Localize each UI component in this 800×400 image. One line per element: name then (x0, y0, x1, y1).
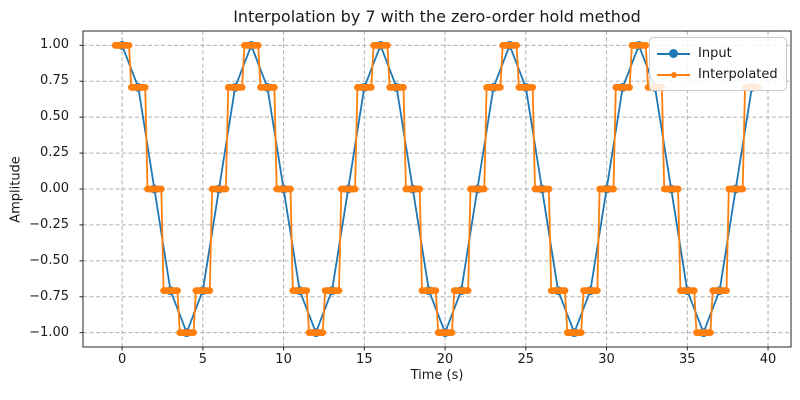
chart-title: Interpolation by 7 with the zero-order h… (233, 7, 641, 26)
legend-sample-input (657, 43, 690, 64)
x-tick-label: 10 (275, 352, 292, 367)
legend-entry-input: Input (657, 43, 778, 64)
y-tick-label: 0.25 (40, 145, 69, 161)
input-circle-marker-icon (669, 49, 678, 58)
x-tick-label: 35 (679, 352, 696, 367)
x-tick-label: 5 (198, 352, 207, 367)
interpolated-dot-marker-icon (670, 71, 677, 78)
x-tick-label: 0 (117, 352, 127, 367)
legend-label-input: Input (698, 46, 732, 61)
y-tick-label: −0.75 (29, 288, 69, 304)
legend-entry-interpolated: Interpolated (657, 64, 778, 85)
x-tick-label: 25 (517, 352, 535, 367)
x-tick-label: 30 (598, 352, 615, 367)
x-tick-label: 40 (759, 352, 777, 367)
x-tick-label: 15 (356, 352, 373, 367)
legend-label-interpolated: Interpolated (698, 67, 778, 82)
y-tick-label: −1.00 (29, 324, 69, 340)
legend: Input Interpolated (649, 37, 787, 91)
y-tick-label: 0.50 (40, 109, 69, 125)
legend-sample-interpolated (657, 64, 690, 85)
x-axis-label: Time (s) (410, 368, 464, 383)
y-tick-label: 0.00 (40, 181, 69, 196)
y-tick-label: 1.00 (40, 37, 69, 53)
x-tick-label: 20 (436, 352, 454, 367)
y-tick-label: −0.50 (29, 252, 69, 268)
y-tick-label: 0.75 (40, 73, 69, 89)
y-tick-label: −0.25 (29, 216, 69, 232)
